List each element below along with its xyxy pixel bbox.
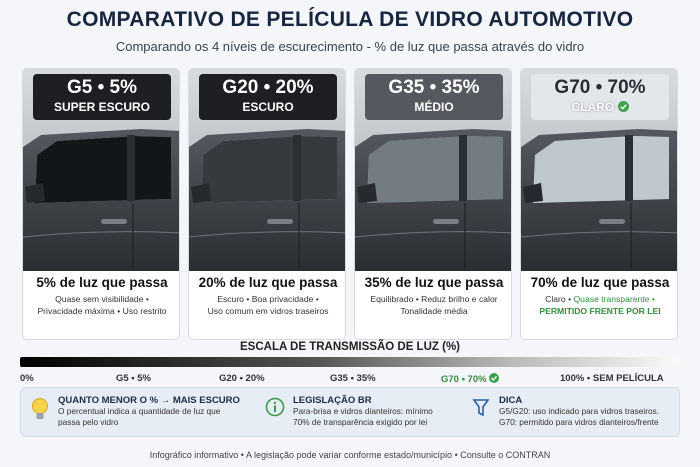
scale-label: G5 • 5% (116, 373, 152, 384)
label: MÉDIO (414, 100, 454, 114)
card-text: 35% de luz que passa Equilibrado • Reduz… (355, 275, 511, 317)
desc: Escuro • Boa privacidade • Uso comum em v… (189, 293, 345, 317)
card-text: 20% de luz que passa Escuro • Boa privac… (189, 275, 345, 317)
car-shape (533, 136, 669, 203)
card-text: 70% de luz que passa Claro • Quase trans… (521, 275, 677, 317)
line: Privacidade máxima • Uso restrito (37, 306, 167, 316)
scale-label: G20 • 20% (219, 373, 265, 384)
line: Uso comum em vidros traseiros (207, 306, 329, 316)
desc: Equilibrado • Reduz brilho e calor Tonali… (355, 293, 511, 317)
code: G70 • 70% (554, 77, 646, 98)
bulb-icon (32, 398, 48, 419)
car-shape (101, 219, 127, 224)
line: Para-brisa e vidros dianteiros: mínimo (293, 406, 433, 416)
line: Quase sem visibilidade • (55, 294, 149, 304)
label: ESCURO (242, 100, 294, 114)
badge: G70 • 70% CLARO (531, 74, 669, 120)
car-shape (23, 231, 179, 238)
label: CLARO (531, 100, 669, 114)
car-shape (459, 135, 467, 201)
car-shape (523, 183, 543, 203)
car-shape (625, 135, 633, 201)
code: G5 • 5% (66, 77, 138, 98)
info-box: QUANTO MENOR O % → MAIS ESCURO O percent… (32, 395, 240, 428)
line: G5/G20: uso indicado para vidros traseir… (499, 406, 660, 416)
scale-label: G70 • 70% (441, 373, 500, 385)
headline: 5% de luz que passa (36, 275, 168, 290)
headline: 70% de luz que passa (530, 275, 670, 290)
scale-label: G35 • 35% (330, 373, 376, 384)
info-icon (265, 397, 285, 417)
badge: G5 • 5% SUPER ESCURO (33, 74, 171, 120)
line: passa pelo vidro (58, 417, 119, 427)
subtitle: Comparando os 4 níveis de escurecimento … (115, 39, 585, 54)
scale-label: 0% (20, 373, 34, 384)
info-text: Para-brisa e vidros dianteiros: mínimo 70… (293, 406, 433, 428)
line: O percentual indica a quantidade de luz … (58, 406, 221, 416)
headline: 20% de luz que passa (198, 275, 338, 290)
title: COMPARATIVO DE PELÍCULA DE VIDRO AUTOMOT… (66, 8, 634, 31)
line: 70% de transparência exigido por lei (293, 417, 428, 427)
info-panel: QUANTO MENOR O % → MAIS ESCURO O percent… (20, 387, 680, 437)
headline: 35% de luz que passa (364, 275, 504, 290)
car-shape (599, 219, 625, 224)
card: G5 • 5% SUPER ESCURO 5% de luz que passa … (22, 68, 180, 340)
car-shape (267, 219, 293, 224)
car-shape (35, 136, 171, 203)
info-box: LEGISLAÇÃO BR Para-brisa e vidros diante… (265, 395, 433, 428)
filter-icon (472, 399, 490, 417)
card: G35 • 35% MÉDIO 35% de luz que passa Equi… (354, 68, 512, 340)
badge: G35 • 35% MÉDIO (365, 74, 503, 120)
car-shape (201, 136, 337, 203)
car-shape (293, 135, 301, 201)
info-box: DICA G5/G20: uso indicado para vidros tr… (472, 395, 659, 428)
line: Tonalidade média (400, 306, 468, 316)
line: Escuro • Boa privacidade • (217, 294, 319, 304)
scale-bar (20, 357, 680, 367)
line: G70: permitido para vidros dianteiros/fr… (499, 417, 659, 427)
info-text: O percentual indica a quantidade de luz … (58, 406, 240, 428)
line: PERMITIDO FRENTE POR LEI (539, 306, 661, 316)
info-title: DICA (499, 395, 523, 406)
card: G20 • 20% ESCURO 20% de luz que passa Esc… (188, 68, 346, 340)
card-text: 5% de luz que passa Quase sem visibilida… (23, 275, 179, 317)
car-shape (357, 183, 377, 203)
info-title: QUANTO MENOR O % → MAIS ESCURO (58, 395, 240, 406)
car-shape (189, 231, 345, 238)
scale-label-text: G70 • 70% (441, 374, 487, 385)
car-shape (433, 219, 459, 224)
footer: Infográfico informativo • A legislação p… (149, 450, 551, 460)
scale-label: 100% • SEM PELÍCULA (560, 373, 664, 384)
check-icon (489, 373, 500, 383)
check-icon (617, 101, 629, 112)
car-shape (367, 136, 503, 203)
line: Claro • (545, 294, 572, 304)
desc: Quase sem visibilidade • Privacidade máxi… (23, 293, 179, 317)
car-shape (191, 183, 211, 203)
line: Quase transparente • (573, 294, 655, 304)
code: G35 • 35% (388, 77, 480, 98)
car-shape (127, 135, 135, 201)
badge: G20 • 20% ESCURO (199, 74, 337, 120)
car-shape (521, 231, 677, 238)
label: SUPER ESCURO (53, 100, 151, 114)
car-shape (355, 231, 511, 238)
card: G70 • 70% CLARO 70% de luz que passa Clar… (520, 68, 678, 340)
car-shape (25, 183, 45, 203)
code: G20 • 20% (222, 77, 314, 98)
info-title: LEGISLAÇÃO BR (293, 395, 372, 406)
line: Equilibrado • Reduz brilho e calor (370, 294, 498, 304)
scale-title: ESCALA DE TRANSMISSÃO DE LUZ (%) (240, 341, 460, 353)
desc: Claro • Quase transparente • PERMITIDO FR… (521, 293, 677, 317)
label-text: CLARO (571, 100, 615, 114)
info-text: G5/G20: uso indicado para vidros traseir… (499, 406, 659, 428)
